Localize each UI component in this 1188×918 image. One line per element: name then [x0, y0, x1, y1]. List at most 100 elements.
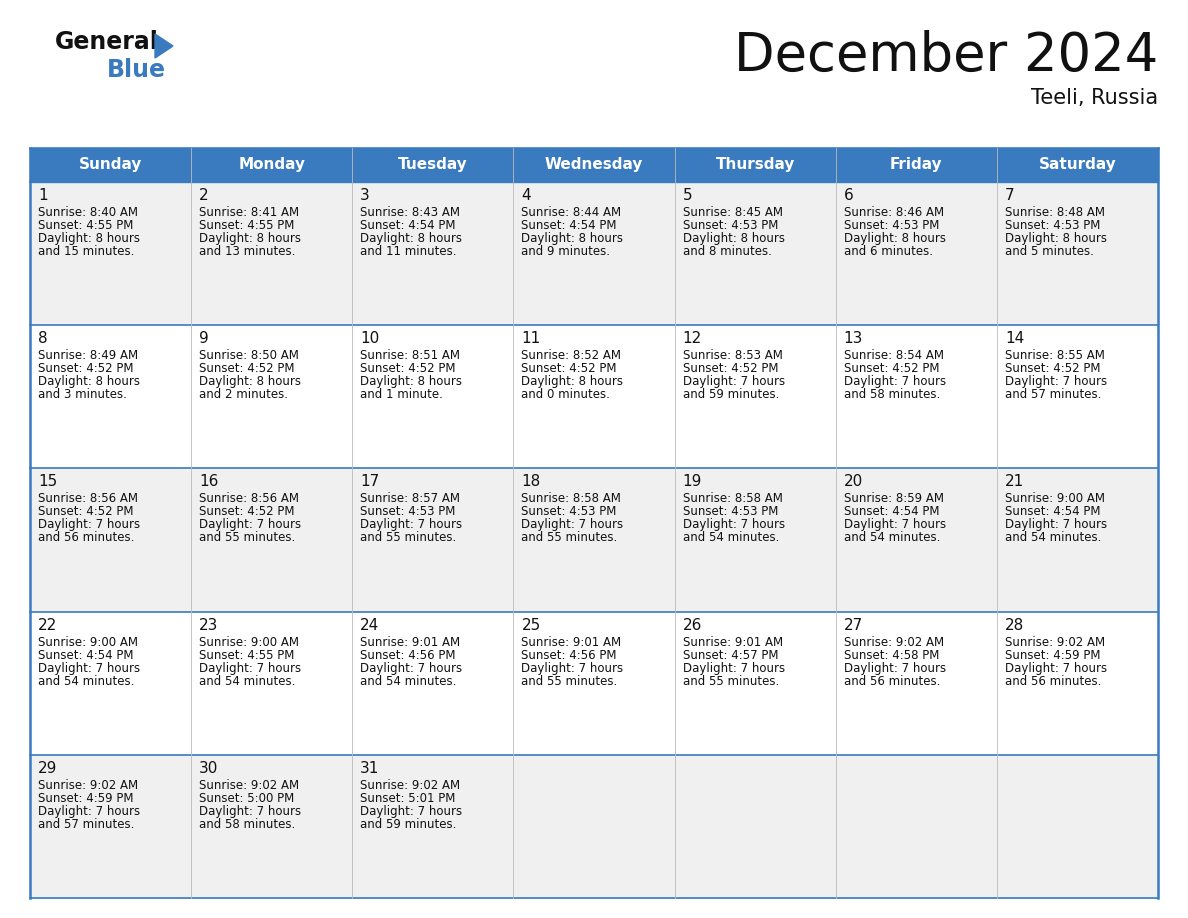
Bar [30, 755, 191, 898]
Text: Sunrise: 9:01 AM: Sunrise: 9:01 AM [522, 635, 621, 649]
Text: Sunrise: 8:41 AM: Sunrise: 8:41 AM [200, 206, 299, 219]
Bar [835, 755, 997, 898]
Bar [353, 468, 513, 611]
Text: Sunrise: 9:00 AM: Sunrise: 9:00 AM [200, 635, 299, 649]
Text: Daylight: 7 hours: Daylight: 7 hours [843, 519, 946, 532]
Bar [997, 755, 1158, 898]
Text: Sunset: 4:54 PM: Sunset: 4:54 PM [38, 649, 133, 662]
Text: Daylight: 7 hours: Daylight: 7 hours [522, 662, 624, 675]
Text: Sunset: 4:52 PM: Sunset: 4:52 PM [38, 363, 133, 375]
Text: Sunrise: 8:56 AM: Sunrise: 8:56 AM [200, 492, 299, 506]
Text: and 54 minutes.: and 54 minutes. [360, 675, 456, 688]
Text: Sunrise: 8:54 AM: Sunrise: 8:54 AM [843, 349, 943, 363]
Text: Sunset: 5:01 PM: Sunset: 5:01 PM [360, 792, 456, 805]
Text: Teeli, Russia: Teeli, Russia [1031, 88, 1158, 108]
Bar [353, 755, 513, 898]
Text: and 56 minutes.: and 56 minutes. [38, 532, 134, 544]
Text: Saturday: Saturday [1038, 158, 1117, 173]
Text: and 13 minutes.: and 13 minutes. [200, 245, 296, 258]
Text: Daylight: 8 hours: Daylight: 8 hours [38, 232, 140, 245]
Text: Daylight: 7 hours: Daylight: 7 hours [522, 519, 624, 532]
Text: and 6 minutes.: and 6 minutes. [843, 245, 933, 258]
Text: Sunset: 4:53 PM: Sunset: 4:53 PM [522, 506, 617, 519]
Text: and 8 minutes.: and 8 minutes. [683, 245, 771, 258]
Text: and 59 minutes.: and 59 minutes. [683, 388, 779, 401]
Bar [835, 468, 997, 611]
Text: December 2024: December 2024 [734, 30, 1158, 82]
Text: Sunrise: 8:57 AM: Sunrise: 8:57 AM [360, 492, 460, 506]
Bar [513, 755, 675, 898]
Text: and 55 minutes.: and 55 minutes. [522, 675, 618, 688]
Text: Daylight: 8 hours: Daylight: 8 hours [522, 232, 624, 245]
Text: Friday: Friday [890, 158, 942, 173]
Bar [513, 468, 675, 611]
Text: and 2 minutes.: and 2 minutes. [200, 388, 289, 401]
Bar [191, 468, 353, 611]
Text: 27: 27 [843, 618, 862, 633]
Text: and 55 minutes.: and 55 minutes. [522, 532, 618, 544]
Polygon shape [154, 34, 173, 58]
Text: 21: 21 [1005, 475, 1024, 489]
Text: and 0 minutes.: and 0 minutes. [522, 388, 611, 401]
Text: Sunrise: 8:55 AM: Sunrise: 8:55 AM [1005, 349, 1105, 363]
Text: Sunrise: 8:53 AM: Sunrise: 8:53 AM [683, 349, 783, 363]
Text: 19: 19 [683, 475, 702, 489]
Bar [675, 148, 835, 182]
Text: Sunset: 4:57 PM: Sunset: 4:57 PM [683, 649, 778, 662]
Text: Sunrise: 8:59 AM: Sunrise: 8:59 AM [843, 492, 943, 506]
Text: Daylight: 8 hours: Daylight: 8 hours [200, 375, 301, 388]
Bar [835, 325, 997, 468]
Bar [191, 148, 353, 182]
Text: and 9 minutes.: and 9 minutes. [522, 245, 611, 258]
Text: Daylight: 7 hours: Daylight: 7 hours [38, 662, 140, 675]
Bar [353, 148, 513, 182]
Text: Daylight: 7 hours: Daylight: 7 hours [683, 375, 785, 388]
Bar [835, 611, 997, 755]
Text: Sunrise: 8:56 AM: Sunrise: 8:56 AM [38, 492, 138, 506]
Text: 10: 10 [360, 331, 379, 346]
Text: Daylight: 8 hours: Daylight: 8 hours [360, 232, 462, 245]
Bar [675, 611, 835, 755]
Bar [191, 325, 353, 468]
Text: Sunset: 4:59 PM: Sunset: 4:59 PM [1005, 649, 1100, 662]
Text: Sunrise: 9:00 AM: Sunrise: 9:00 AM [38, 635, 138, 649]
Text: Daylight: 7 hours: Daylight: 7 hours [1005, 662, 1107, 675]
Text: 30: 30 [200, 761, 219, 776]
Text: 12: 12 [683, 331, 702, 346]
Text: 1: 1 [38, 188, 48, 203]
Text: Daylight: 8 hours: Daylight: 8 hours [38, 375, 140, 388]
Text: Daylight: 7 hours: Daylight: 7 hours [360, 519, 462, 532]
Text: Sunday: Sunday [78, 158, 143, 173]
Bar [353, 182, 513, 325]
Text: Sunrise: 8:51 AM: Sunrise: 8:51 AM [360, 349, 460, 363]
Text: and 55 minutes.: and 55 minutes. [360, 532, 456, 544]
Text: Sunrise: 8:48 AM: Sunrise: 8:48 AM [1005, 206, 1105, 219]
Text: Sunrise: 8:52 AM: Sunrise: 8:52 AM [522, 349, 621, 363]
Text: Daylight: 7 hours: Daylight: 7 hours [843, 375, 946, 388]
Text: Sunset: 4:52 PM: Sunset: 4:52 PM [200, 506, 295, 519]
Text: Sunrise: 9:02 AM: Sunrise: 9:02 AM [1005, 635, 1105, 649]
Text: Sunrise: 9:01 AM: Sunrise: 9:01 AM [683, 635, 783, 649]
Text: 3: 3 [360, 188, 369, 203]
Text: 26: 26 [683, 618, 702, 633]
Text: 11: 11 [522, 331, 541, 346]
Text: Daylight: 7 hours: Daylight: 7 hours [1005, 519, 1107, 532]
Text: 6: 6 [843, 188, 853, 203]
Text: Daylight: 7 hours: Daylight: 7 hours [38, 805, 140, 818]
Text: Sunset: 4:56 PM: Sunset: 4:56 PM [522, 649, 617, 662]
Text: Daylight: 7 hours: Daylight: 7 hours [1005, 375, 1107, 388]
Text: Sunrise: 9:02 AM: Sunrise: 9:02 AM [38, 778, 138, 792]
Text: 2: 2 [200, 188, 209, 203]
Text: Sunrise: 9:02 AM: Sunrise: 9:02 AM [360, 778, 461, 792]
Text: and 1 minute.: and 1 minute. [360, 388, 443, 401]
Text: Sunset: 5:00 PM: Sunset: 5:00 PM [200, 792, 295, 805]
Text: and 55 minutes.: and 55 minutes. [683, 675, 779, 688]
Bar [997, 182, 1158, 325]
Text: Sunset: 4:58 PM: Sunset: 4:58 PM [843, 649, 939, 662]
Text: and 11 minutes.: and 11 minutes. [360, 245, 456, 258]
Text: and 54 minutes.: and 54 minutes. [843, 532, 940, 544]
Bar [30, 182, 191, 325]
Text: 23: 23 [200, 618, 219, 633]
Text: 14: 14 [1005, 331, 1024, 346]
Text: Daylight: 7 hours: Daylight: 7 hours [200, 662, 302, 675]
